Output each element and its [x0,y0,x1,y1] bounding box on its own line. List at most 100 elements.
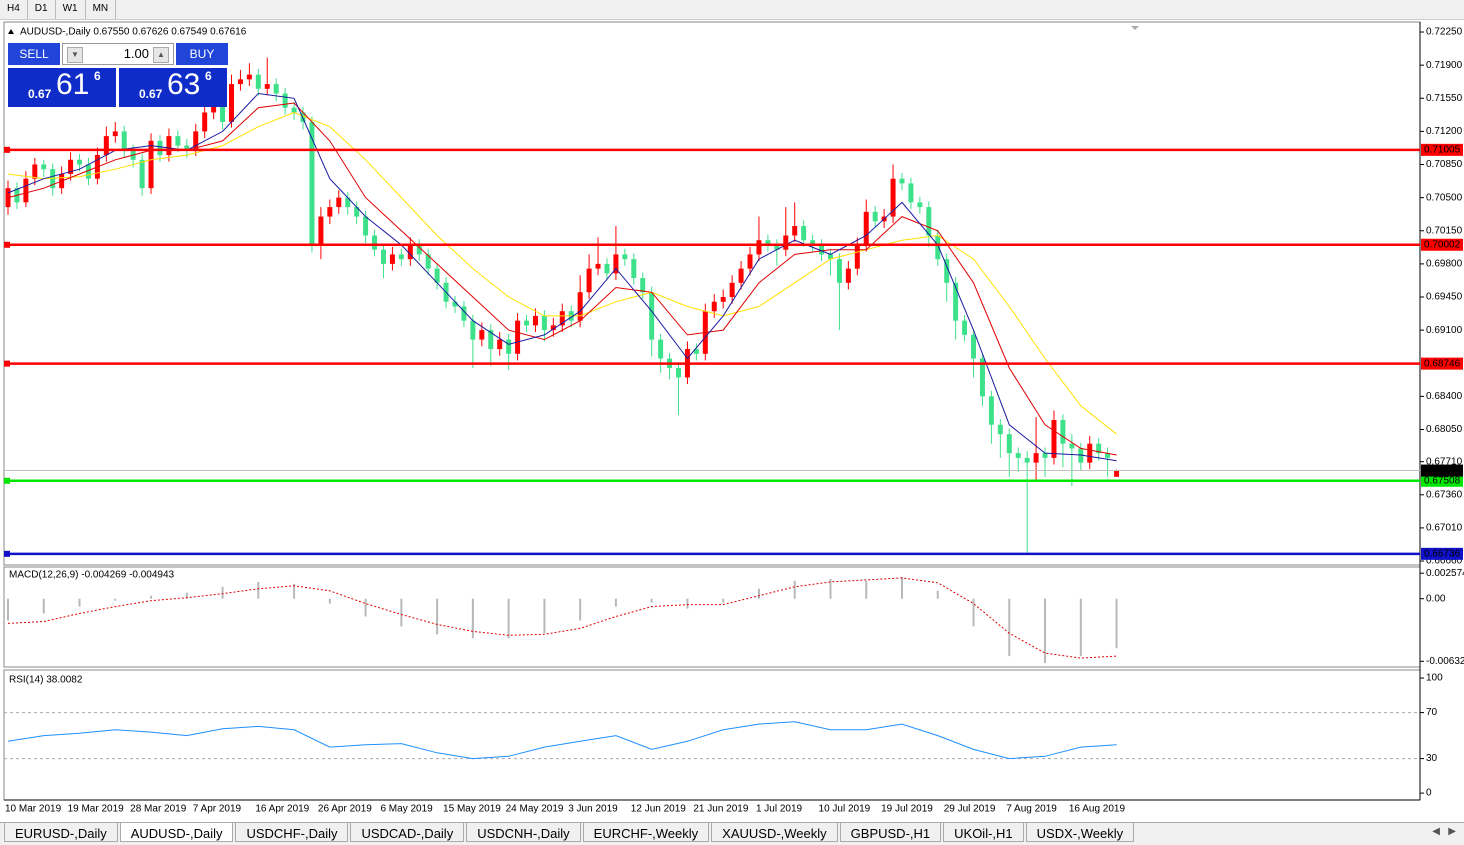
level-label-box [1421,357,1463,370]
chart-tab[interactable]: UKOil-,H1 [943,823,1024,842]
candle-body [765,240,771,245]
lot-input[interactable]: ▼ 1.00 ▲ [62,43,174,65]
candle-body [497,339,503,350]
chart-tab[interactable]: USDCHF-,Daily [235,823,349,842]
candle-body [452,301,458,307]
candle-body [801,226,807,241]
candle-body [935,235,941,260]
candle-body [649,292,655,340]
candle-body [139,159,145,189]
candle-body [32,164,38,179]
candle-body [756,240,762,255]
x-tick-label: 7 Aug 2019 [1006,804,1057,815]
level-handle [4,477,10,484]
ask-price[interactable]: 0.67 63 6 [119,68,227,107]
candle-body [246,74,252,80]
chart-tab[interactable]: USDCNH-,Daily [466,823,581,842]
candle-body [747,254,753,269]
candle-body [291,107,297,113]
chart-tab[interactable]: XAUUSD-,Weekly [711,823,838,842]
chart-tab[interactable]: USDX-,Weekly [1025,823,1135,842]
candle-body [488,330,494,350]
candle-body [586,268,592,293]
x-tick-label: 3 Jun 2019 [568,804,618,815]
chart-tab[interactable]: EURCHF-,Weekly [582,823,710,842]
y-tick-label: 70 [1426,707,1438,718]
y-tick-label: 0.69450 [1426,292,1463,303]
candle-body [1078,448,1084,463]
candle-body [389,254,395,264]
timeframe-button[interactable]: MN [86,0,117,19]
candle-body [1015,453,1021,458]
candle-body [774,244,780,250]
lot-down[interactable]: ▼ [67,47,83,63]
level-label: 0.71005 [1424,144,1461,155]
candle-body [372,235,378,250]
shift-marker [1131,26,1139,30]
candle-body [899,178,905,184]
x-tick-label: 26 Apr 2019 [318,804,372,815]
timeframe-button[interactable]: D1 [28,0,56,19]
candle-body [273,84,279,94]
tab-scroll[interactable]: ◀ ▶ [1432,826,1456,837]
x-tick-label: 10 Mar 2019 [5,804,62,815]
candle-body [810,240,816,245]
chart-tab[interactable]: USDCAD-,Daily [350,823,465,842]
candle-body [1105,453,1111,458]
level-label-box [1421,143,1463,156]
y-tick-label: 0.70850 [1426,159,1463,170]
candle-body [962,320,968,335]
bid-pips: 61 [56,68,90,101]
chart: 0.72250 0.71900 0.71550 0.71200 0.70850 0.705… [3,21,1464,815]
candle-body [738,268,744,283]
candle-body [944,259,950,283]
panel-title: AUDUSD-,Daily 0.67550 0.67626 0.67549 0.… [20,27,247,38]
bid-point: 6 [94,69,101,83]
candle-body [1069,443,1075,449]
timeframe-button[interactable]: W1 [56,0,86,19]
collapse-icon [8,29,14,34]
candle-body [112,131,118,137]
timeframe-button[interactable]: H4 [0,0,28,19]
x-tick-label: 24 May 2019 [506,804,564,815]
y-tick-label: 0.68050 [1426,424,1463,435]
candle-body [41,164,47,170]
candle-body [175,136,181,146]
candle-body [506,339,512,354]
candle-body [515,320,521,354]
chart-tab[interactable]: GBPUSD-,H1 [839,823,942,842]
panel-title: MACD(12,26,9) -0.004269 -0.004943 [9,570,175,581]
chart-tab[interactable]: EURUSD-,Daily [4,823,118,842]
candle-body [309,121,315,245]
buy-button[interactable]: BUY [176,43,228,65]
lot-up[interactable]: ▲ [153,47,169,63]
candle-body [229,84,234,122]
candle-body [550,325,556,331]
candle-body [363,216,369,236]
candle-body [819,244,825,255]
candle-body [202,112,208,132]
candle-body [461,306,467,321]
level-label-box [1421,474,1463,487]
y-tick-label: 0.70500 [1426,192,1463,203]
x-tick-label: 6 May 2019 [380,804,433,815]
y-tick-label: 0.002574 [1426,568,1464,579]
candle-body [184,145,190,151]
candle-body [711,301,717,312]
level-handle [4,146,10,153]
one-click-trading: SELL ▼ 1.00 ▲ BUY 0.67 61 6 0.67 63 6 [8,43,228,107]
candle-body [407,244,413,260]
candle-body [85,164,91,179]
sell-button[interactable]: SELL [8,43,60,65]
candle-body [559,311,565,326]
y-tick-label: 0.72250 [1426,27,1463,38]
candle-body [398,254,404,260]
bid-price[interactable]: 0.67 61 6 [8,68,116,107]
candle-body [971,334,977,359]
candle-body [532,315,538,326]
y-tick-label: 0 [1426,788,1432,799]
level-handle [4,360,10,367]
chart-tab[interactable]: AUDUSD-,Daily [119,823,234,842]
candle-body [595,263,601,269]
